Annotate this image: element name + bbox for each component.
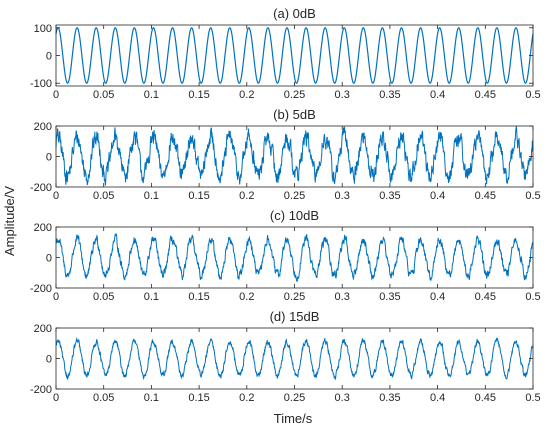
- x-tick-label: 0.1: [144, 392, 159, 404]
- y-tick-label: 100: [34, 23, 52, 35]
- x-tick-label: 0.4: [430, 291, 445, 303]
- x-tick-label: 0.45: [475, 291, 496, 303]
- x-tick-label: 0.35: [379, 392, 400, 404]
- x-tick-label: 0.3: [335, 291, 350, 303]
- signal-line: [55, 125, 534, 186]
- x-tick-label: 0.15: [188, 89, 209, 101]
- x-axis-label: Time/s: [274, 411, 313, 426]
- panel-b: (b) 5dB 0 0.05 0.1 0.15 0.2 0.25 0.3 0.35 0.4 0.45…: [30, 107, 541, 202]
- x-tick-label: 0.3: [335, 89, 350, 101]
- y-tick-label: -200: [30, 384, 52, 396]
- x-tick-label: 0.15: [188, 190, 209, 202]
- y-tick-label: -200: [30, 283, 52, 295]
- x-tick-label: 0.2: [239, 89, 254, 101]
- x-tick-label: 0.35: [379, 291, 400, 303]
- x-tick-label: 0.05: [93, 392, 114, 404]
- x-tick-label: 0.4: [430, 190, 445, 202]
- x-tick-label: 0.5: [525, 291, 540, 303]
- x-tick-label: 0.35: [379, 89, 400, 101]
- x-tick-label: 0.1: [144, 291, 159, 303]
- x-tick-label: 0.3: [335, 392, 350, 404]
- y-tick-label: 0: [46, 152, 52, 164]
- x-tick-label: 0: [53, 190, 59, 202]
- x-tick-label: 0.25: [284, 291, 305, 303]
- x-tick-label: 0.5: [525, 392, 540, 404]
- y-tick-label: 200: [34, 323, 52, 335]
- x-tick-label: 0.05: [93, 89, 114, 101]
- signal-line: [55, 336, 534, 381]
- x-tick-label: 0.3: [335, 190, 350, 202]
- panel-d: (d) 15dB 0 0.05 0.1 0.15 0.2 0.25 0.3 0.35 0.4 0.4…: [30, 309, 541, 404]
- panel-c: (c) 10dB 0 0.05 0.1 0.15 0.2 0.25 0.3 0.35 0.4 0.4…: [30, 208, 541, 303]
- x-tick-label: 0.2: [239, 392, 254, 404]
- x-tick-label: 0.5: [525, 190, 540, 202]
- x-tick-label: 0.05: [93, 291, 114, 303]
- y-tick-label: -200: [30, 182, 52, 194]
- x-tick-label: 0.25: [284, 392, 305, 404]
- chart-panels: (a) 0dB 0 0.05 0.1 0.15 0.2 0.25 0.3 0.35 0.4 0.45…: [30, 6, 541, 404]
- y-tick-label: 200: [34, 121, 52, 133]
- x-tick-label: 0.2: [239, 291, 254, 303]
- y-tick-label: 0: [46, 354, 52, 366]
- signal-line: [55, 232, 534, 282]
- x-tick-label: 0.15: [188, 392, 209, 404]
- panel-title: (c) 10dB: [270, 208, 319, 223]
- x-tick-label: 0.35: [379, 190, 400, 202]
- y-tick-label: 0: [46, 51, 52, 63]
- y-tick-label: 200: [34, 222, 52, 234]
- x-tick-label: 0.4: [430, 89, 445, 101]
- x-tick-label: 0.4: [430, 392, 445, 404]
- x-tick-label: 0: [53, 392, 59, 404]
- x-tick-label: 0.5: [525, 89, 540, 101]
- x-tick-label: 0: [53, 291, 59, 303]
- x-tick-label: 0.15: [188, 291, 209, 303]
- x-tick-label: 0.05: [93, 190, 114, 202]
- y-tick-label: -100: [30, 78, 52, 90]
- x-tick-label: 0.45: [475, 392, 496, 404]
- y-tick-label: 0: [46, 253, 52, 265]
- panel-title: (a) 0dB: [273, 6, 316, 21]
- panel-title: (d) 15dB: [270, 309, 320, 324]
- x-tick-label: 0.25: [284, 190, 305, 202]
- signal-line: [55, 27, 534, 84]
- plot-frame: [55, 226, 534, 289]
- x-tick-label: 0.45: [475, 190, 496, 202]
- panel-a: (a) 0dB 0 0.05 0.1 0.15 0.2 0.25 0.3 0.35 0.4 0.45…: [30, 6, 541, 101]
- x-tick-label: 0.1: [144, 190, 159, 202]
- x-tick-label: 0.25: [284, 89, 305, 101]
- x-tick-label: 0.2: [239, 190, 254, 202]
- x-tick-label: 0.1: [144, 89, 159, 101]
- x-tick-label: 0: [53, 89, 59, 101]
- plot-frame: [55, 327, 534, 390]
- x-tick-label: 0.45: [475, 89, 496, 101]
- panel-title: (b) 5dB: [273, 107, 316, 122]
- y-axis-label: Amplitude/V: [2, 186, 17, 256]
